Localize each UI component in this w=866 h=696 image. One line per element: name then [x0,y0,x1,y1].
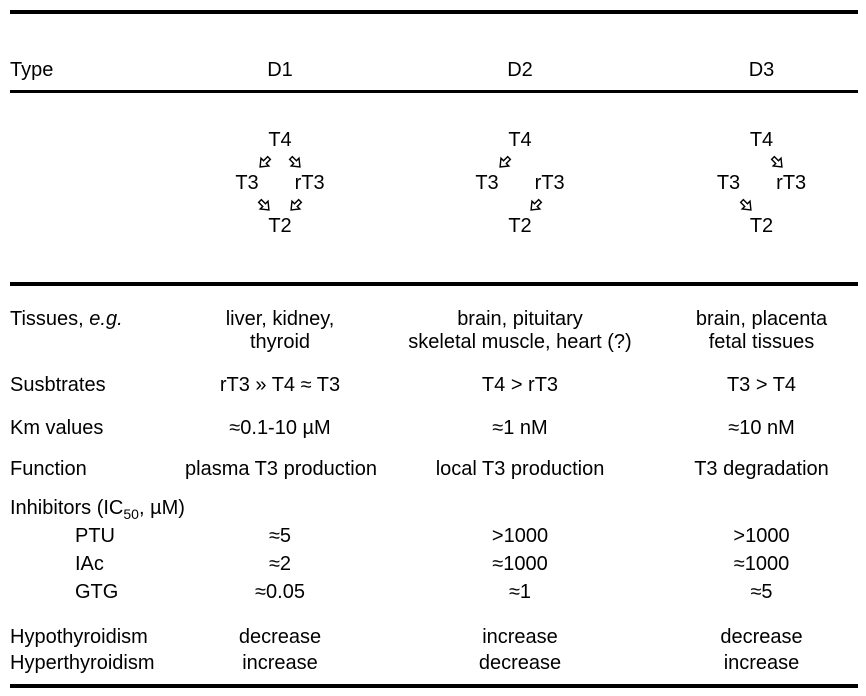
ptu-d2: >1000 [491,525,549,547]
table-row-substrates: Susbtrates rT3 » T4 ≈ T3 T4 > rT3 T3 > T… [10,374,858,397]
substrates-d3: T3 > T4 [726,374,797,396]
t2-label: T2 [508,215,532,237]
tissues-row-label: Tissues, e.g. [10,308,123,330]
t3-to-t2-arrow-icon [256,197,273,214]
ptu-d1: ≈5 [268,525,292,547]
table-row-function: Function plasma T3 production local T3 p… [10,458,858,481]
top-rule [10,10,858,14]
iac-d2: ≈1000 [492,553,548,575]
function-d1: plasma T3 production [185,458,377,480]
rt3-to-t2-arrow-icon [527,197,544,214]
hyperthyroidism-row-label: Hyperthyroidism [10,652,155,674]
table-row-iac: IAc ≈2 ≈1000 ≈1000 [10,553,858,576]
function-d3: T3 degradation [694,458,829,480]
t4-label: T4 [268,129,292,151]
header-column-d1: D1 [267,59,293,81]
table-row-tissues: Tissues, e.g. liver, kidney, thyroid bra… [10,308,858,354]
inhibitors-section-label: Inhibitors (IC50, µM) [10,497,185,522]
hyperthyroidism-d3: increase [723,652,800,674]
tissues-d3: brain, placenta fetal tissues [695,308,828,353]
t3-label: T3 [716,172,741,194]
iac-d1: ≈2 [268,553,292,575]
ptu-d3: >1000 [733,525,790,547]
km-d1: ≈0.1-10 µM [229,417,331,439]
header-column-d2: D2 [507,59,533,81]
gtg-d2: ≈1 [508,581,532,603]
t4-to-t3-arrow-icon [496,154,513,171]
hypothyroidism-d1: decrease [238,626,322,648]
hyperthyroidism-d1: increase [242,652,318,674]
header-column-d3: D3 [748,59,775,81]
function-d2: local T3 production [435,458,605,480]
gtg-d1: ≈0.05 [255,581,305,603]
table-row-km-values: Km values ≈0.1-10 µM ≈1 nM ≈10 nM [10,417,858,440]
diagram-rule [10,282,858,286]
iac-row-label: IAc [75,553,104,575]
rt3-label: rT3 [776,172,807,194]
hypothyroidism-d3: decrease [720,626,803,648]
table-row-ptu: PTU ≈5 >1000 >1000 [10,525,858,548]
hypothyroidism-row-label: Hypothyroidism [10,626,148,648]
table-row-hypothyroidism: Hypothyroidism decrease increase decreas… [10,626,858,649]
iac-d3: ≈1000 [733,553,790,575]
t4-to-rt3-arrow-icon [769,154,786,171]
substrates-d2: T4 > rT3 [481,374,559,396]
function-row-label: Function [10,458,87,480]
deiodination-diagram-d2: T4 T3 rT3 [375,129,665,238]
table-header-row: Type D1 D2 D3 [10,14,858,90]
km-row-label: Km values [10,417,104,439]
bottom-rule [10,684,858,688]
rt3-label: rT3 [294,172,325,194]
deiodination-diagram-d1: T4 T3 rT3 [185,129,375,238]
ic50-subscript: 50 [123,506,139,522]
tissues-d1: liver, kidney, thyroid [225,308,335,353]
km-d3: ≈10 nM [728,417,795,439]
tissues-d2: brain, pituitary skeletal muscle, heart … [408,308,632,353]
substrates-d1: rT3 » T4 ≈ T3 [219,374,341,396]
t4-label: T4 [508,129,532,151]
gtg-row-label: GTG [75,581,119,603]
eg-abbreviation: e.g. [89,308,123,330]
t4-to-t3-arrow-icon [256,154,273,171]
gtg-d3: ≈5 [750,581,773,603]
deiodination-diagram-d3: T4 T3 rT3 [665,129,858,238]
hypothyroidism-d2: increase [482,626,558,648]
diagram-row: T4 T3 rT3 [10,93,858,282]
t3-label: T3 [475,172,499,194]
header-rule [10,90,858,93]
t3-label: T3 [235,172,259,194]
substrates-row-label: Susbtrates [10,374,106,396]
rt3-to-t2-arrow-icon [287,197,304,214]
table-row-gtg: GTG ≈0.05 ≈1 ≈5 [10,581,858,604]
header-type-label: Type [10,59,54,81]
km-d2: ≈1 nM [492,417,548,439]
t2-label: T2 [268,215,292,237]
rt3-label: rT3 [534,172,565,194]
diagram-row-empty-label [10,129,185,238]
table-row-hyperthyroidism: Hyperthyroidism increase decrease increa… [10,652,858,675]
t3-to-t2-arrow-icon [738,197,755,214]
ptu-row-label: PTU [75,525,115,547]
t4-label: T4 [749,129,774,151]
hyperthyroidism-d2: decrease [478,652,562,674]
t4-to-rt3-arrow-icon [287,154,304,171]
t2-label: T2 [749,215,774,237]
